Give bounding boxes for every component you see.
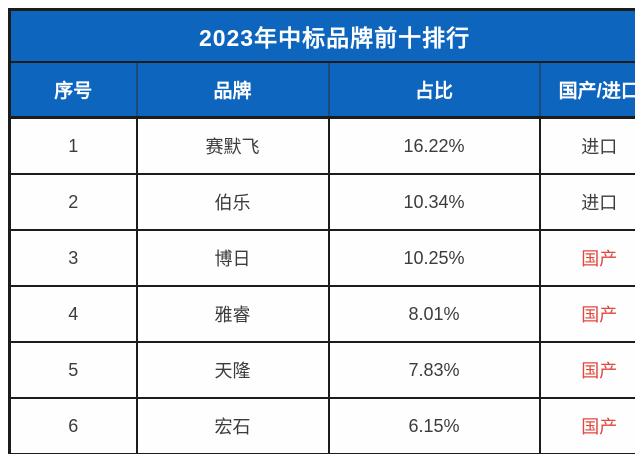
table-row: 3 博日 10.25% 国产 [8, 229, 635, 287]
table-row: 6 宏石 6.15% 国产 [8, 397, 635, 454]
table-row: 4 雅睿 8.01% 国产 [8, 285, 635, 343]
origin-cell: 国产 [538, 229, 635, 287]
brand-cell: 伯乐 [135, 173, 330, 231]
title-row: 2023年中标品牌前十排行 [8, 8, 635, 63]
ranking-table: 2023年中标品牌前十排行 序号 品牌 占比 国产/进口 1 赛默飞 16.22… [8, 8, 635, 454]
origin-cell: 进口 [538, 173, 635, 231]
share-cell: 6.15% [327, 397, 541, 454]
rank-cell: 4 [8, 285, 138, 343]
origin-cell: 国产 [538, 285, 635, 343]
table-row: 2 伯乐 10.34% 进口 [8, 173, 635, 231]
share-cell: 8.01% [327, 285, 541, 343]
share-cell: 10.34% [327, 173, 541, 231]
share-cell: 10.25% [327, 229, 541, 287]
share-cell: 16.22% [327, 116, 541, 175]
column-header-origin: 国产/进口 [538, 61, 635, 119]
brand-cell: 博日 [135, 229, 330, 287]
column-header-brand: 品牌 [135, 61, 330, 119]
brand-cell: 雅睿 [135, 285, 330, 343]
rank-cell: 2 [8, 173, 138, 231]
share-cell: 7.83% [327, 341, 541, 399]
column-header-rank: 序号 [8, 61, 138, 119]
rank-cell: 5 [8, 341, 138, 399]
brand-cell: 宏石 [135, 397, 330, 454]
column-header-share: 占比 [327, 61, 541, 119]
rank-cell: 3 [8, 229, 138, 287]
brand-cell: 天隆 [135, 341, 330, 399]
rank-cell: 6 [8, 397, 138, 454]
brand-cell: 赛默飞 [135, 116, 330, 175]
table-title: 2023年中标品牌前十排行 [8, 8, 635, 63]
table-row: 1 赛默飞 16.22% 进口 [8, 116, 635, 175]
rank-cell: 1 [8, 116, 138, 175]
header-row: 序号 品牌 占比 国产/进口 [8, 61, 635, 119]
origin-cell: 国产 [538, 341, 635, 399]
origin-cell: 国产 [538, 397, 635, 454]
origin-cell: 进口 [538, 116, 635, 175]
table-row: 5 天隆 7.83% 国产 [8, 341, 635, 399]
